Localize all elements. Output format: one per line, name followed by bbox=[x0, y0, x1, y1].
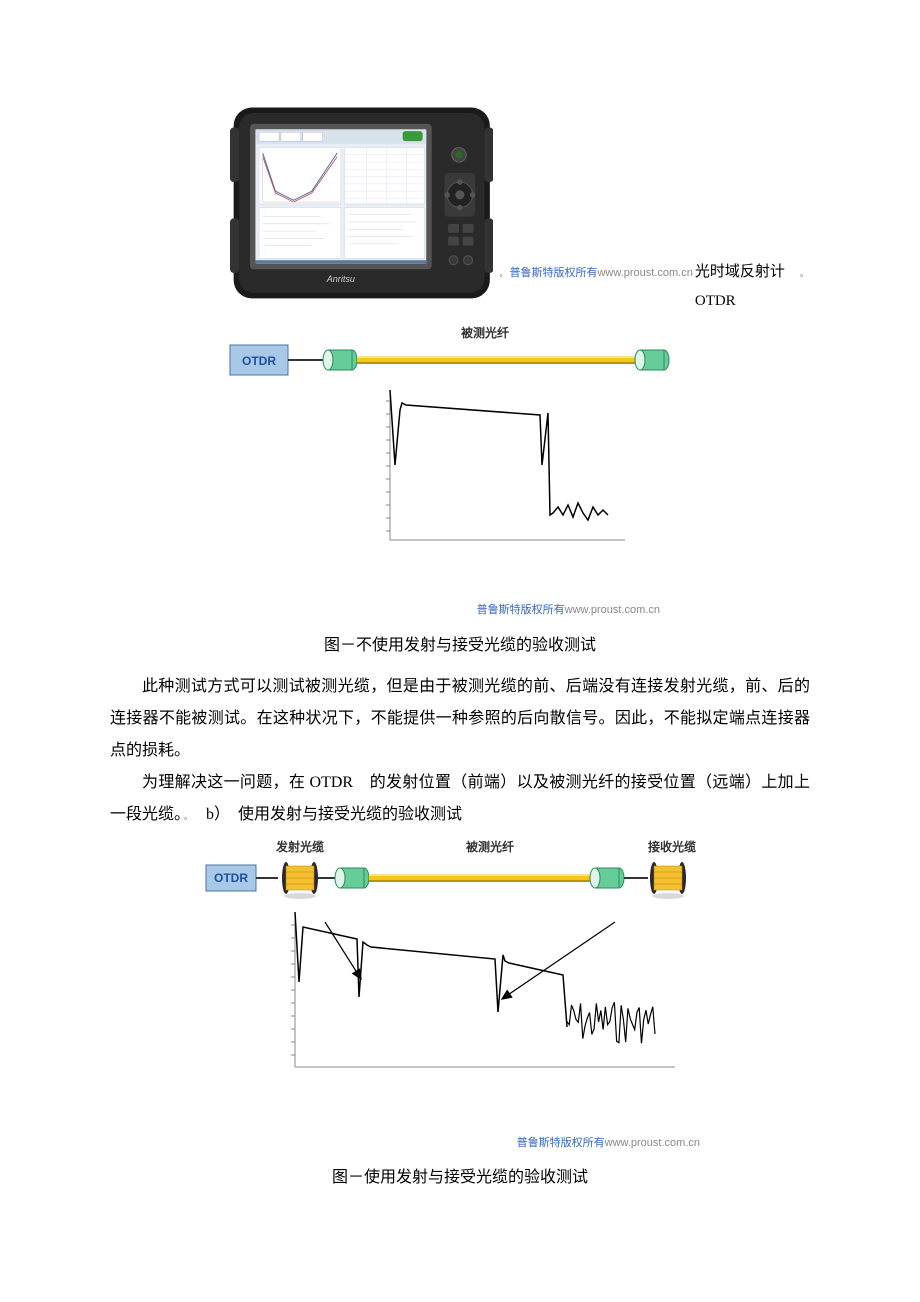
figure2-caption: 图－使用发射与接受光缆的验收测试 bbox=[110, 1163, 810, 1193]
device-caption: 光时域反射计 OTDR bbox=[695, 258, 798, 315]
watermark-url: www.proust.com.cn bbox=[597, 263, 692, 284]
svg-text:OTDR: OTDR bbox=[242, 354, 276, 368]
figure1-caption: 图－不使用发射与接受光缆的验收测试 bbox=[110, 631, 810, 661]
tiny-marker-2: 。 bbox=[800, 266, 808, 281]
svg-text:OTDR: OTDR bbox=[214, 871, 248, 885]
otdr-device-photo: Anritsu bbox=[230, 90, 493, 315]
paragraph-1: 此种测试方式可以测试被测光缆，但是由于被测光缆的前、后端没有连接发射光缆，前、后… bbox=[110, 671, 810, 767]
diagram-2: OTDR 发射光缆 被测光纤 接收光缆 普鲁斯特版权所有www.proust.c… bbox=[200, 837, 720, 1157]
svg-text:接收光缆: 接收光缆 bbox=[648, 839, 696, 854]
svg-text:被测光纤: 被测光纤 bbox=[461, 325, 509, 340]
device-photo-row: Anritsu 。 普鲁斯特版权所有 www.proust.com.cn 光时域… bbox=[230, 90, 810, 315]
diagram2-watermark: 普鲁斯特版权所有www.proust.com.cn bbox=[200, 1127, 720, 1157]
svg-text:发射光缆: 发射光缆 bbox=[275, 839, 324, 854]
paragraph-2: 为理解决这一问题，在 OTDR 的发射位置（前端）以及被测光纤的接受位置（远端）… bbox=[110, 767, 810, 831]
watermark-text: 普鲁斯特版权所有 bbox=[509, 263, 597, 284]
device-caption-line: 。 普鲁斯特版权所有 www.proust.com.cn 光时域反射计 OTDR… bbox=[497, 258, 810, 315]
tiny-marker: 。 bbox=[499, 266, 507, 281]
diagram1-watermark: 普鲁斯特版权所有www.proust.com.cn bbox=[220, 594, 700, 624]
svg-text:被测光纤: 被测光纤 bbox=[466, 839, 514, 854]
device-brand-text: Anritsu bbox=[326, 274, 355, 284]
diagram-1: OTDR 被测光纤 普鲁斯特版权所有www.proust.com.cn bbox=[220, 325, 700, 625]
